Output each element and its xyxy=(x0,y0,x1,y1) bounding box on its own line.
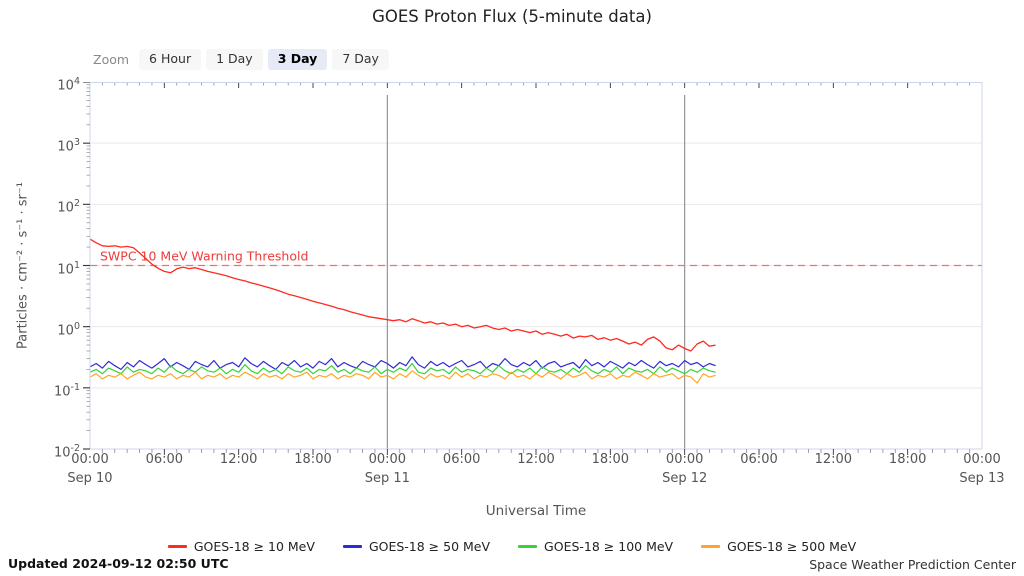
x-tick-label: 18:00 xyxy=(294,452,332,467)
x-axis-title: Universal Time xyxy=(485,503,587,519)
legend-item-3[interactable]: GOES-18 ≥ 500 MeV xyxy=(701,539,856,554)
page-title: GOES Proton Flux (5-minute data) xyxy=(372,7,652,26)
zoom-button-3-day[interactable]: 3 Day xyxy=(267,49,328,70)
y-axis-tick-labels: 104 103 102 101 100 10-1 10-2 xyxy=(38,76,80,460)
x-tick-label: 00:00 xyxy=(368,452,407,467)
legend-item-label: GOES-18 ≥ 10 MeV xyxy=(193,539,315,554)
y-tick-label: 101 xyxy=(57,259,80,277)
x-tick-label: 12:00 xyxy=(517,452,555,467)
x-date-label: Sep 12 xyxy=(662,471,708,486)
legend-item-label: GOES-18 ≥ 100 MeV xyxy=(544,539,674,554)
x-tick-label: 00:00 xyxy=(71,452,109,467)
legend-swatch-icon xyxy=(518,545,538,548)
x-date-label: Sep 10 xyxy=(67,471,113,486)
x-axis-tick-labels: 00:00 06:00 12:00 18:00 00:00 06:00 12:00 18:00… xyxy=(67,452,1022,494)
x-date-label: Sep 11 xyxy=(364,471,410,486)
legend-item-0[interactable]: GOES-18 ≥ 10 MeV xyxy=(167,539,315,554)
legend: GOES-18 ≥ 10 MeV GOES-18 ≥ 50 MeV GOES-18 … xyxy=(0,539,1024,554)
zoom-toolbar-label: Zoom xyxy=(93,51,130,67)
x-tick-label: 06:00 xyxy=(145,452,184,467)
legend-swatch-icon xyxy=(167,545,187,548)
series-line-1 xyxy=(89,356,716,370)
zoom-button-7-day[interactable]: 7 Day xyxy=(332,49,389,70)
credit-text: Space Weather Prediction Center xyxy=(809,557,1016,572)
y-tick-label: 10-1 xyxy=(53,381,80,400)
x-tick-label: 06:00 xyxy=(740,452,778,467)
zoom-button-6-hour[interactable]: 6 Hour xyxy=(139,49,202,70)
legend-item-2[interactable]: GOES-18 ≥ 100 MeV xyxy=(518,539,673,554)
legend-swatch-icon xyxy=(701,545,721,548)
series-line-0 xyxy=(89,238,716,352)
x-tick-label: 12:00 xyxy=(814,452,853,467)
legend-item-label: GOES-18 ≥ 50 MeV xyxy=(368,539,491,554)
legend-item-1[interactable]: GOES-18 ≥ 50 MeV xyxy=(342,539,491,554)
x-tick-label: 12:00 xyxy=(219,452,258,467)
x-tick-label: 18:00 xyxy=(888,452,927,467)
series-line-2 xyxy=(89,362,716,375)
x-tick-label: 00:00 xyxy=(963,452,1001,467)
x-tick-label: 06:00 xyxy=(442,452,481,467)
y-axis-title: Particles · cm⁻² · s⁻¹ · sr⁻¹ xyxy=(15,182,31,349)
zoom-toolbar: Zoom 6 Hour 1 Day 3 Day 7 Day xyxy=(93,49,389,70)
x-date-label: Sep 13 xyxy=(959,471,1005,486)
x-tick-label: 00:00 xyxy=(665,452,704,467)
y-tick-label: 10-2 xyxy=(53,443,80,461)
plot-area[interactable]: SWPC 10 MeV Warning Threshold xyxy=(82,82,990,458)
updated-timestamp: Updated 2024-09-12 02:50 UTC xyxy=(8,556,229,571)
y-tick-label: 103 xyxy=(57,137,80,155)
legend-item-label: GOES-18 ≥ 500 MeV xyxy=(727,539,857,554)
zoom-button-1-day[interactable]: 1 Day xyxy=(206,49,263,70)
series-line-3 xyxy=(89,370,716,384)
threshold-label: SWPC 10 MeV Warning Threshold xyxy=(100,249,308,264)
x-tick-label: 18:00 xyxy=(591,452,630,467)
y-tick-label: 104 xyxy=(57,76,80,94)
y-tick-label: 102 xyxy=(57,198,80,216)
legend-swatch-icon xyxy=(342,545,362,548)
y-tick-label: 100 xyxy=(57,320,80,338)
